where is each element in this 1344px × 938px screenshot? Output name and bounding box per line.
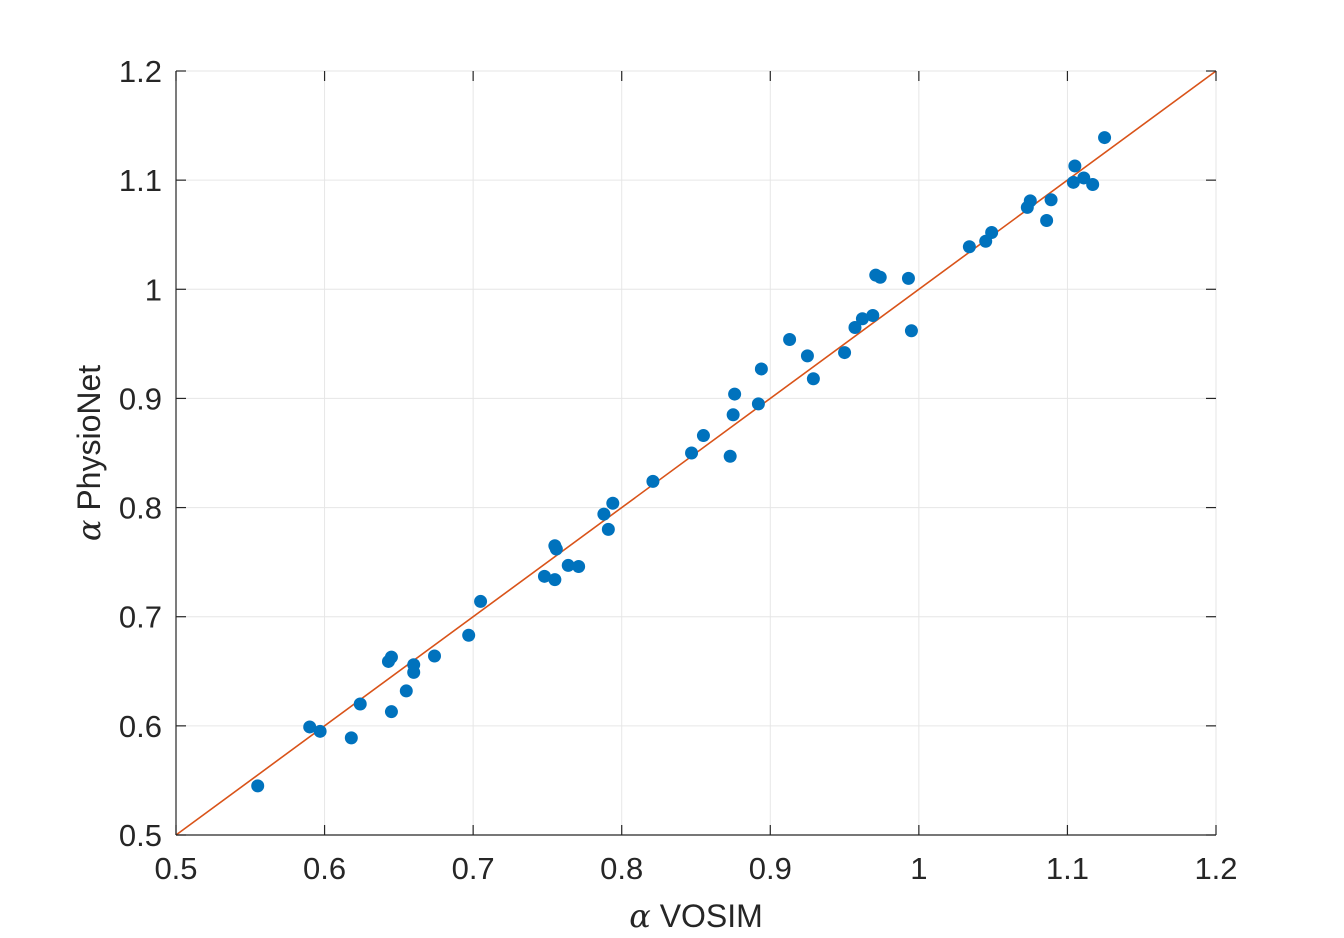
y-tick-label: 0.9 (119, 381, 162, 416)
y-tick-label: 1.1 (119, 163, 162, 198)
x-axis-label: α VOSIM (629, 897, 763, 935)
data-point (303, 720, 317, 734)
x-tick-label: 0.8 (600, 851, 643, 886)
data-point (728, 387, 742, 401)
data-point (474, 594, 488, 608)
data-point (384, 705, 398, 719)
data-point (313, 724, 327, 738)
y-tick-label: 0.7 (119, 600, 162, 635)
data-point (985, 226, 999, 240)
data-point (806, 372, 820, 386)
data-point (407, 665, 421, 679)
y-axis-label-symbol: α (70, 520, 108, 542)
data-point (606, 496, 620, 510)
tick-labels: 0.5 0.6 0.7 0.8 0.9 1 1.1 1.2 0.5 0.6 0.7 0.8 0.9 1 1.… (119, 54, 1238, 886)
data-point (646, 474, 660, 488)
data-point (549, 542, 563, 556)
x-tick-label: 1.1 (1046, 851, 1089, 886)
data-points (251, 131, 1112, 793)
data-point (800, 349, 814, 363)
data-point (723, 449, 737, 463)
data-point (537, 569, 551, 583)
y-tick-label: 1 (145, 272, 162, 307)
x-tick-label: 1.2 (1194, 851, 1237, 886)
data-point (838, 346, 852, 360)
data-point (901, 271, 915, 285)
x-tick-label: 1 (910, 851, 927, 886)
data-point (1086, 178, 1100, 192)
data-point (866, 308, 880, 322)
y-axis-label: α PhysioNet (70, 365, 108, 541)
data-point (1044, 193, 1058, 207)
data-point (904, 324, 918, 338)
data-point (462, 628, 476, 642)
data-point (399, 684, 413, 698)
data-point (696, 429, 710, 443)
y-tick-label: 0.5 (119, 818, 162, 853)
data-point (353, 697, 367, 711)
data-point (1077, 171, 1091, 185)
x-axis-label-symbol: α (629, 897, 651, 935)
data-point (344, 731, 358, 745)
data-point (754, 362, 768, 376)
y-tick-label: 0.8 (119, 491, 162, 526)
axes (175, 70, 1217, 836)
data-point (1066, 175, 1080, 189)
data-point (548, 573, 562, 587)
data-point (561, 558, 575, 572)
data-point (1023, 194, 1037, 208)
x-axis-label-text: VOSIM (651, 898, 763, 934)
data-point (873, 270, 887, 284)
x-tick-label: 0.6 (303, 851, 346, 886)
data-point (384, 650, 398, 664)
data-point (251, 779, 265, 793)
data-point (601, 522, 615, 536)
data-point (726, 408, 740, 422)
x-tick-label: 0.9 (749, 851, 792, 886)
x-tick-label: 0.5 (154, 851, 197, 886)
y-tick-label: 1.2 (119, 54, 162, 89)
data-point (962, 240, 976, 254)
grid (175, 70, 1217, 836)
data-point (783, 332, 797, 346)
data-point (848, 320, 862, 334)
data-point (855, 312, 869, 326)
y-tick-label: 0.6 (119, 709, 162, 744)
data-point (428, 649, 442, 663)
x-tick-label: 0.7 (452, 851, 495, 886)
data-point (1098, 131, 1112, 145)
data-point (751, 397, 765, 411)
data-point (1040, 214, 1054, 228)
y-axis-label-text: PhysioNet (71, 365, 107, 520)
data-point (1068, 159, 1082, 173)
data-point (597, 507, 611, 521)
data-point (572, 560, 586, 574)
data-point (685, 446, 699, 460)
